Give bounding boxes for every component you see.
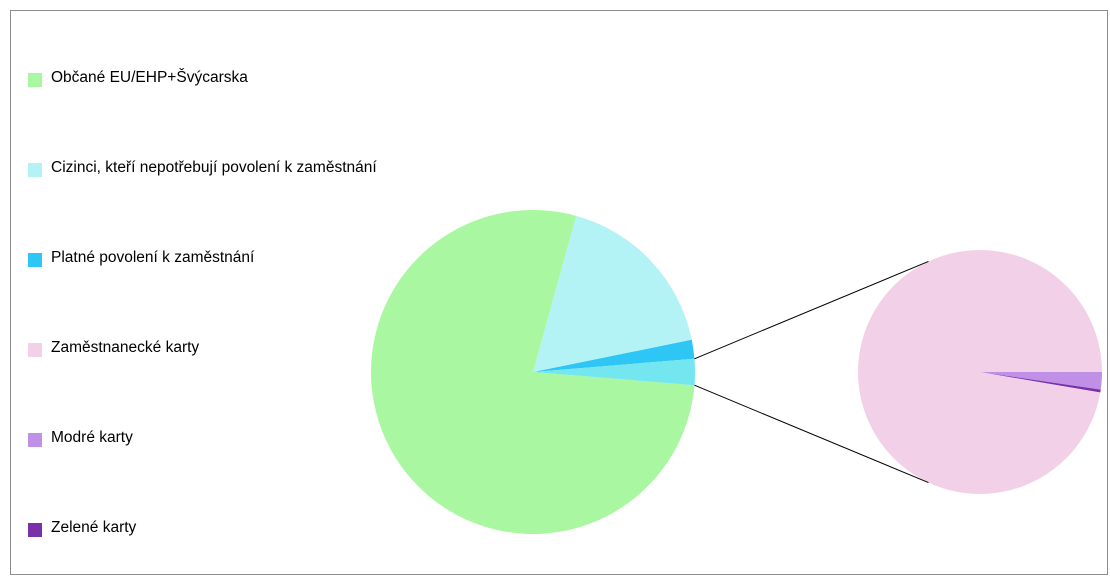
legend-item-modre-karty: Modré karty [28,428,133,448]
secondary-pie-slice-modre-karty [980,372,1102,390]
legend-label: Zaměstnanecké karty [51,339,200,356]
legend-swatch [28,252,42,267]
legend-swatch [28,72,42,87]
main-pie-slice-cizinci-kteri-nepotrebuji-povoleni-k-zamestnani [533,215,692,372]
legend-label: Občané EU/EHP+Švýcarska [51,69,248,86]
legend-item-zelene-karty: Zelené karty [28,518,136,538]
legend-item-zamestnanecke-karty: Zaměstnanecké karty [28,338,199,358]
main-pie-slice-obcane-eu-ehp-svycarska [370,210,695,534]
legend-item-platne-povoleni-k-zamestnani: Platné povolení k zaměstnání [28,248,254,268]
main-pie-slice-other [533,358,695,386]
legend-label: Modré karty [51,429,133,446]
legend-swatch [28,432,42,447]
legend-swatch [28,342,42,357]
connector-line-bottom [694,384,929,484]
legend-item-obcane-eu-ehp-svycarska: Občané EU/EHP+Švýcarska [28,68,248,88]
legend-label: Platné povolení k zaměstnání [51,249,255,266]
legend-item-cizinci-kteri-nepotrebuji-povoleni-k-zamestnani: Cizinci, kteří nepotřebují povolení k za… [28,158,377,178]
legend-swatch [28,522,42,537]
connector-line-top [694,260,929,360]
secondary-pie-slice-zelene-karty [980,372,1101,393]
secondary-pie-slice-zamestnanecke-karty [857,249,1102,494]
legend-swatch [28,162,42,177]
legend-label: Zelené karty [51,519,137,536]
main-pie-slice-platne-povoleni-k-zamestnani [533,339,695,372]
legend-label: Cizinci, kteří nepotřebují povolení k za… [51,159,377,176]
